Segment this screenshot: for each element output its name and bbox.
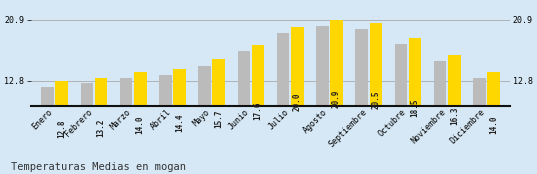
Bar [41, 87, 54, 174]
Text: 17.6: 17.6 [253, 102, 263, 120]
Text: 20.9: 20.9 [332, 89, 341, 108]
Bar [473, 78, 485, 174]
Bar [291, 27, 303, 174]
Bar [409, 38, 422, 174]
Bar [134, 72, 147, 174]
Bar [198, 66, 211, 174]
Text: 16.3: 16.3 [450, 107, 459, 125]
Text: 18.5: 18.5 [411, 98, 419, 117]
Text: 20.5: 20.5 [371, 91, 380, 109]
Bar [95, 78, 107, 174]
Text: 14.4: 14.4 [175, 114, 184, 132]
Text: 13.2: 13.2 [97, 118, 105, 137]
Text: 14.0: 14.0 [136, 115, 145, 134]
Bar [81, 83, 93, 174]
Text: 20.0: 20.0 [293, 93, 302, 111]
Bar [369, 23, 382, 174]
Bar [237, 51, 250, 174]
Bar [487, 72, 500, 174]
Text: 15.7: 15.7 [214, 109, 223, 128]
Bar [55, 81, 68, 174]
Bar [173, 69, 186, 174]
Bar [395, 44, 407, 174]
Bar [252, 45, 264, 174]
Bar [213, 59, 225, 174]
Bar [159, 75, 172, 174]
Text: 12.8: 12.8 [57, 120, 66, 139]
Bar [120, 78, 133, 174]
Bar [448, 55, 461, 174]
Bar [330, 20, 343, 174]
Bar [277, 33, 289, 174]
Text: Temperaturas Medias en mogan: Temperaturas Medias en mogan [11, 162, 186, 172]
Bar [316, 26, 329, 174]
Bar [355, 29, 368, 174]
Bar [434, 61, 446, 174]
Text: 14.0: 14.0 [489, 115, 498, 134]
